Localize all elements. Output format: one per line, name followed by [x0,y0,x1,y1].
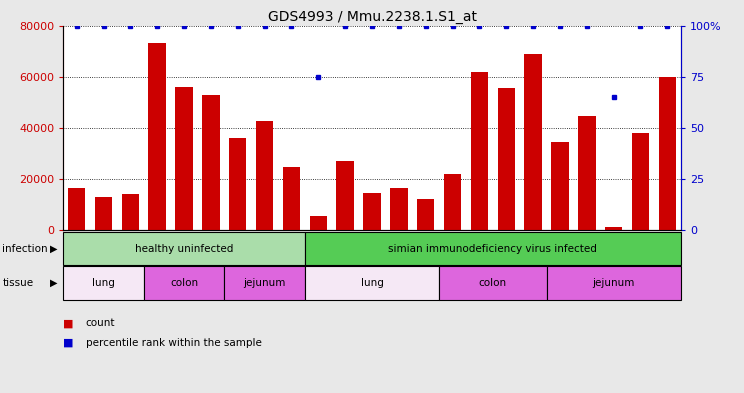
Bar [363,193,381,230]
Bar [390,188,408,230]
Text: tissue: tissue [2,278,33,288]
Bar [121,194,139,230]
Text: lung: lung [361,278,383,288]
Bar [417,199,434,230]
Bar [578,116,595,230]
Text: ▶: ▶ [50,244,57,253]
Bar [63,232,305,265]
Text: jejunum: jejunum [243,278,286,288]
Bar [256,121,273,230]
Bar [305,232,681,265]
Bar [498,88,515,230]
Bar [202,94,219,230]
Bar [144,266,225,300]
Bar [310,216,327,230]
Bar [444,174,461,230]
Bar [225,266,305,300]
Bar [229,138,246,230]
Text: GDS4993 / Mmu.2238.1.S1_at: GDS4993 / Mmu.2238.1.S1_at [268,10,476,24]
Text: jejunum: jejunum [592,278,635,288]
Bar [658,77,676,230]
Bar [547,266,681,300]
Bar [176,87,193,230]
Text: infection: infection [2,244,48,253]
Bar [439,266,547,300]
Text: ■: ■ [63,318,74,329]
Text: ▶: ▶ [50,278,57,288]
Bar [525,53,542,230]
Text: simian immunodeficiency virus infected: simian immunodeficiency virus infected [388,244,597,253]
Bar [632,133,650,230]
Text: lung: lung [92,278,115,288]
Text: percentile rank within the sample: percentile rank within the sample [86,338,261,348]
Text: colon: colon [170,278,198,288]
Bar [63,266,144,300]
Text: colon: colon [478,278,507,288]
Text: count: count [86,318,115,329]
Bar [471,72,488,230]
Bar [305,266,439,300]
Text: healthy uninfected: healthy uninfected [135,244,234,253]
Bar [605,227,623,230]
Bar [94,196,112,230]
Bar [336,161,354,230]
Bar [283,167,300,230]
Text: ■: ■ [63,338,74,348]
Bar [551,142,568,230]
Bar [68,188,86,230]
Bar [149,43,166,230]
